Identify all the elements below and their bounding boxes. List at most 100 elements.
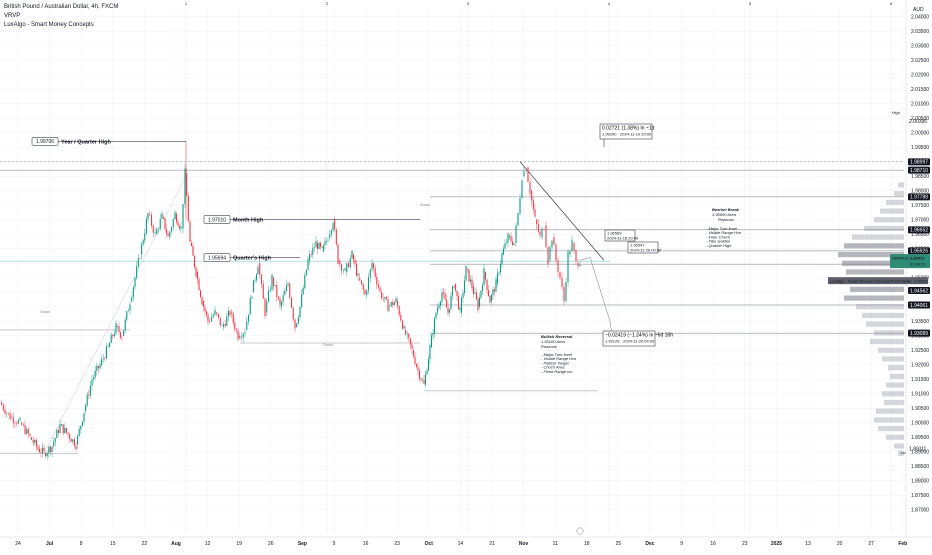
candle-body: [481, 285, 484, 291]
candle-body: [9, 413, 11, 420]
indicator-luxalgo[interactable]: LuxAlgo - Smart Money Concepts: [4, 22, 94, 28]
candle-body: [201, 297, 203, 305]
candle-body: [164, 218, 166, 230]
session-marker: 3: [467, 1, 470, 6]
candle-body: [294, 319, 296, 329]
candle-body: [57, 430, 59, 433]
y-tick-label: 1.91500: [911, 377, 929, 383]
candle-body: [113, 333, 115, 337]
candle-body: [141, 244, 143, 255]
candle-body: [137, 258, 139, 267]
candle-body: [6, 412, 8, 414]
candle-body: [172, 219, 174, 228]
candle-body: [354, 260, 356, 264]
candle-body: [465, 265, 467, 281]
candle-body: [38, 448, 41, 453]
x-tick-label: 16: [363, 541, 369, 547]
candle-body: [34, 440, 36, 443]
candle-body: [124, 319, 126, 331]
x-tick-label: 26: [268, 541, 274, 547]
price-label: 1.94061: [910, 303, 928, 309]
price-label: 1.97788: [910, 195, 928, 201]
candle-body: [207, 314, 209, 322]
candle-body: [421, 379, 424, 381]
candle-body: [260, 274, 263, 284]
candle-body: [499, 264, 502, 273]
candle-body: [296, 323, 298, 328]
candle-body: [178, 225, 181, 229]
candle-body: [427, 359, 430, 371]
x-tick-label: 18: [584, 541, 590, 547]
y-tick-label: 1.87500: [911, 493, 929, 499]
x-tick-label: Feb: [898, 541, 907, 547]
candle-body: [223, 324, 225, 328]
candle-body: [271, 274, 273, 290]
x-tick-label: 12: [205, 541, 211, 547]
candle-body: [136, 266, 138, 278]
candle-body: [209, 321, 211, 322]
level-price: 1.97010: [208, 217, 226, 223]
y-tick-label: 1.91000: [911, 392, 929, 398]
candle-body: [334, 219, 336, 230]
bullish-reason: - Fixed Range lvn: [541, 369, 573, 374]
y-tick-label: 1.89500: [911, 435, 929, 441]
x-tick-label: 24: [15, 541, 21, 547]
small-box: [604, 229, 636, 242]
candle-body: [204, 306, 206, 312]
indicator-vrvp[interactable]: VRVP: [4, 13, 21, 19]
candle-body: [349, 258, 351, 268]
symbol-title[interactable]: British Pound / Australian Dollar, 4h, F…: [4, 4, 119, 10]
candle-body: [198, 278, 200, 291]
session-marker: 5: [749, 1, 752, 6]
level-name: Quarter's High: [233, 256, 272, 262]
bullish-reason: - Visible Range Hvn: [541, 356, 577, 361]
candle-body: [262, 283, 264, 299]
candle-body: [387, 299, 389, 312]
choch-label: Choch: [420, 203, 430, 207]
level-box: [203, 215, 231, 224]
y-tick-label: 2.01000: [911, 102, 929, 108]
candle-body: [529, 182, 531, 194]
candle-body: [553, 237, 555, 245]
candle-body: [305, 269, 307, 276]
profile-bar: [842, 260, 904, 266]
candle-body: [56, 430, 58, 439]
low-label: Low: [901, 450, 908, 455]
currency-label: AUD: [913, 7, 924, 13]
x-tick-label: 11: [553, 541, 558, 547]
candle-body: [129, 304, 131, 311]
candle-body: [543, 228, 545, 230]
candle-body: [156, 228, 158, 235]
profile-bar: [844, 295, 904, 301]
candle-body: [390, 302, 392, 306]
candle-body: [285, 285, 287, 292]
candle-body: [145, 219, 147, 234]
small-box-price: 1.95547: [630, 243, 645, 248]
candle-body: [264, 298, 266, 316]
x-tick-label: 2025: [771, 541, 782, 547]
candle-body: [393, 302, 395, 306]
y-tick-label: 2.00000: [911, 131, 929, 137]
candle-body: [73, 439, 75, 447]
candle-body: [352, 254, 355, 261]
candle-body: [313, 247, 315, 248]
small-box-time: 2024-11-18 20:00: [607, 236, 639, 241]
candle-body: [539, 231, 541, 236]
x-tick-label: Jul: [46, 541, 54, 547]
candle-body: [523, 171, 525, 177]
current-countdown: 01:46:21: [910, 262, 926, 267]
candle-body: [445, 299, 448, 308]
candle-body: [563, 286, 565, 302]
candle-body: [259, 263, 261, 275]
candle-body: [397, 300, 399, 307]
candle-body: [433, 318, 436, 334]
profile-bar: [898, 450, 904, 456]
candle-body: [463, 280, 466, 294]
candle-body: [483, 268, 485, 286]
candle-body: [161, 213, 163, 219]
candle-body: [221, 324, 223, 326]
candle-body: [302, 288, 304, 295]
candle-body: [17, 420, 19, 424]
